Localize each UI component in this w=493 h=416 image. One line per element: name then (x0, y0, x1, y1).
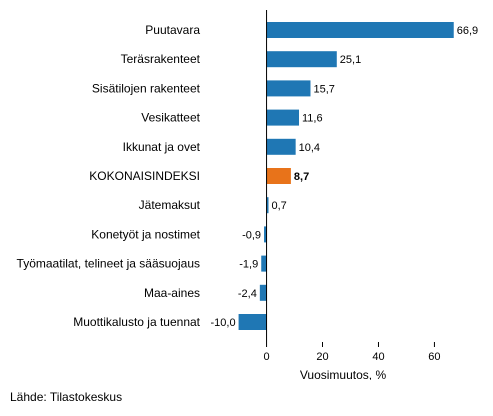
value-labels: 66,9 25,1 15,7 11,6 10,4 8,7 0,7 -0,9 -1,9 -2,4 -1… (210, 25, 478, 329)
bar-7 (264, 226, 267, 243)
value-label-3: 11,6 (302, 113, 323, 125)
category-labels: Puutavara Teräsrakenteet Sisätilojen raken… (17, 23, 201, 329)
category-label-9: Maa-aines (144, 286, 200, 300)
value-label-6: 0,7 (272, 200, 287, 212)
x-tick-label-3: 60 (428, 351, 440, 363)
category-label-6: Jätemaksut (139, 198, 201, 212)
bar-2 (266, 80, 311, 97)
category-label-4: Ikkunat ja ovet (123, 140, 201, 154)
bars (238, 22, 454, 330)
category-label-0: Puutavara (145, 23, 200, 37)
x-axis-ticks: 0 20 40 60 (263, 342, 441, 363)
bar-6 (266, 197, 269, 214)
value-label-2: 15,7 (313, 83, 334, 95)
bar-9 (259, 284, 267, 301)
bar-chart: 0 20 40 60 Puutavara Teräsrakenteet Sisätiloj… (17, 10, 478, 380)
category-label-8: Työmaatilat, telineet ja sääsuojaus (17, 257, 200, 271)
category-label-3: Vesikatteet (141, 111, 200, 125)
value-label-9: -2,4 (238, 288, 257, 300)
x-tick-label-0: 0 (263, 351, 269, 363)
category-label-10: Muottikalusto ja tuennat (73, 315, 200, 329)
value-label-0: 66,9 (457, 25, 478, 37)
bar-8 (261, 255, 267, 272)
value-label-8: -1,9 (239, 259, 258, 271)
value-label-7: -0,9 (242, 229, 261, 241)
x-axis-title: Vuosimuutos, % (300, 368, 387, 380)
category-label-2: Sisätilojen rakenteet (92, 81, 201, 95)
value-label-10: -10,0 (210, 317, 235, 329)
bar-1 (266, 51, 337, 68)
bar-4 (266, 138, 296, 155)
x-tick-label-2: 40 (372, 351, 384, 363)
value-label-4: 10,4 (299, 142, 320, 154)
category-label-5: KOKONAISINDEKSI (89, 169, 200, 183)
bar-0 (266, 22, 454, 38)
category-label-7: Konetyöt ja nostimet (91, 227, 200, 241)
value-label-5: 8,7 (294, 171, 309, 183)
bar-10 (238, 314, 267, 330)
bar-3 (266, 109, 300, 126)
source-note: Lähde: Tilastokeskus (10, 390, 123, 404)
x-tick-label-1: 20 (316, 351, 328, 363)
value-label-1: 25,1 (340, 54, 361, 66)
bar-5 (266, 168, 291, 184)
category-label-1: Teräsrakenteet (121, 52, 201, 66)
